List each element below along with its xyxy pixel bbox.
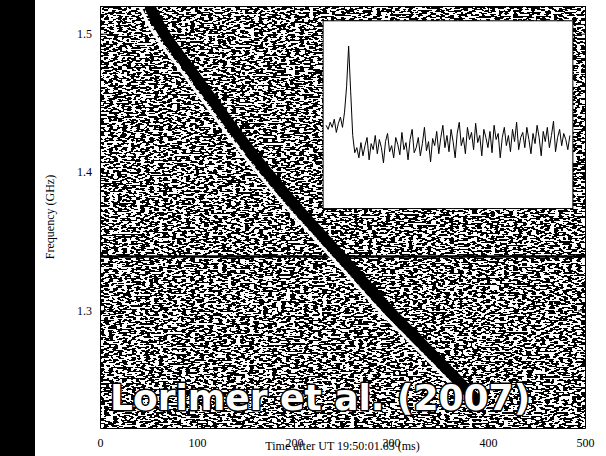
tick-mark (100, 172, 107, 173)
y-axis: 1.3 1.4 1.5 (77, 7, 107, 429)
tick-mark (578, 310, 585, 311)
tick-mark (578, 172, 585, 173)
tick: 1.3 (77, 304, 107, 318)
axis-line (101, 428, 586, 429)
tick (391, 6, 392, 13)
plot-area (100, 6, 585, 428)
tick-mark (100, 34, 107, 35)
tick-mark (391, 6, 392, 13)
y-axis-right (578, 7, 586, 429)
tick (578, 172, 585, 173)
figure-background (35, 0, 606, 456)
tick-mark (100, 310, 107, 311)
tick-mark (391, 421, 392, 428)
tick (488, 6, 489, 13)
tick-label: 100 (189, 436, 207, 450)
tick-mark (197, 6, 198, 13)
inset (323, 21, 573, 209)
axis-line (100, 7, 101, 429)
chart: 01002003004005001.31.41.5Time after UT 1… (0, 0, 606, 456)
tick (294, 6, 295, 13)
tick (578, 310, 585, 311)
tick (197, 6, 198, 13)
x-axis-top (101, 6, 586, 13)
tick-mark (197, 421, 198, 428)
tick-mark (488, 6, 489, 13)
axis-line (585, 7, 586, 429)
tick (578, 34, 585, 35)
noise-background (100, 6, 585, 428)
axis-line (101, 6, 586, 7)
annotation: Lorimer et al. (2007) (110, 377, 530, 418)
tick-mark (294, 6, 295, 13)
tick-label: 500 (577, 436, 595, 450)
slide-background (0, 0, 606, 456)
y-axis-title: Frequency (GHz) (43, 175, 57, 259)
tick: 1.4 (77, 165, 107, 179)
tick-mark (488, 421, 489, 428)
inset-frame (323, 21, 573, 209)
tick: 100 (189, 421, 207, 450)
tick-label: 400 (480, 436, 498, 450)
tick-label: 1.4 (77, 165, 92, 179)
tick-label: 1.3 (77, 304, 92, 318)
tick-mark (294, 421, 295, 428)
tick-mark (578, 34, 585, 35)
x-axis-title: Time after UT 19:50:01.63 (ms) (265, 439, 419, 453)
tick: 400 (480, 421, 498, 450)
pulse-profile (326, 46, 570, 163)
tick-label: 0 (98, 436, 104, 450)
tick-label: 1.5 (77, 27, 92, 41)
tick: 1.5 (77, 27, 107, 41)
